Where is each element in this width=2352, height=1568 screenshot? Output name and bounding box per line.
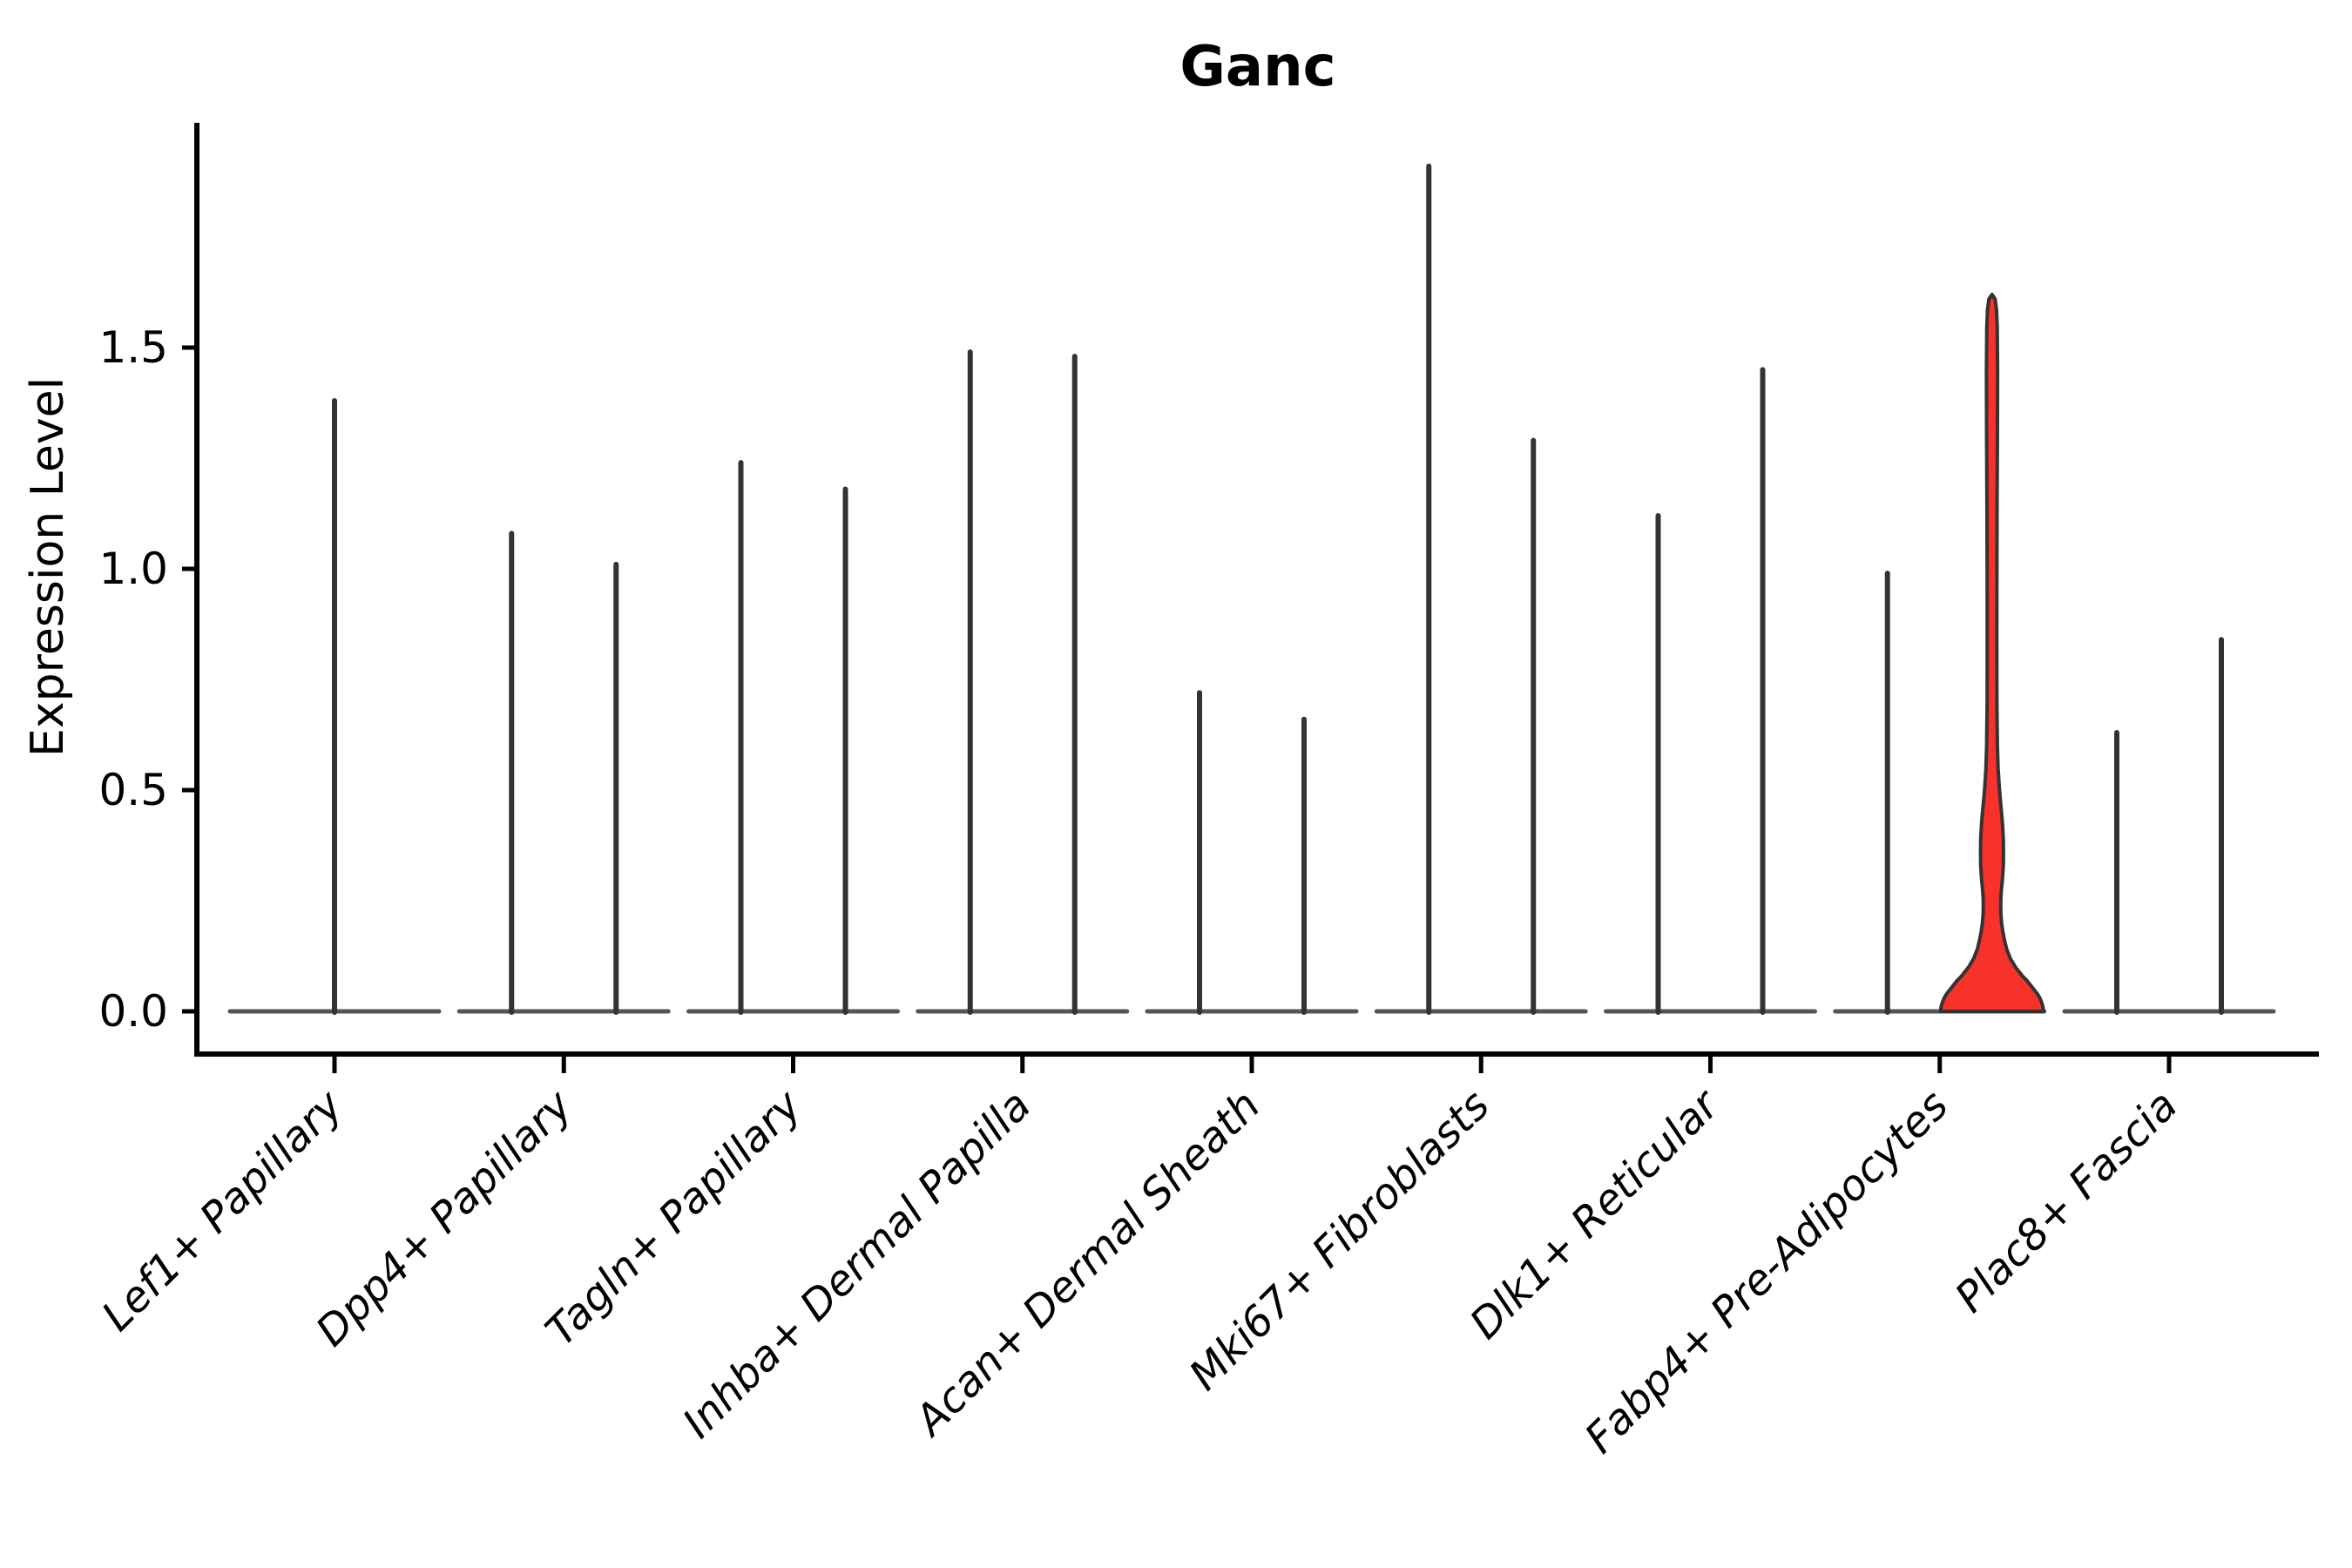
y-tick-label: 0.5 [98, 765, 168, 815]
x-tick-label: Dpp4+ Papillary [307, 1080, 582, 1355]
highlighted-violin [1938, 293, 2045, 1013]
x-tick-label: Tagln+ Papillary [537, 1080, 812, 1355]
x-tick-label: Dlk1+ Reticular [1461, 1079, 1731, 1349]
y-tick-label: 0.0 [98, 986, 168, 1037]
plot-title: Ganc [1179, 35, 1335, 99]
x-tick-label: Lef1+ Papillary [92, 1080, 353, 1341]
y-tick-label: 1.5 [98, 322, 168, 373]
y-tick-label: 1.0 [98, 544, 168, 594]
x-tick-label: Fabp4+ Pre-Adipocytes [1576, 1081, 1958, 1463]
x-tick-label: Plac8+ Fascia [1946, 1081, 2187, 1322]
y-axis-label: Expression Level [22, 377, 74, 757]
